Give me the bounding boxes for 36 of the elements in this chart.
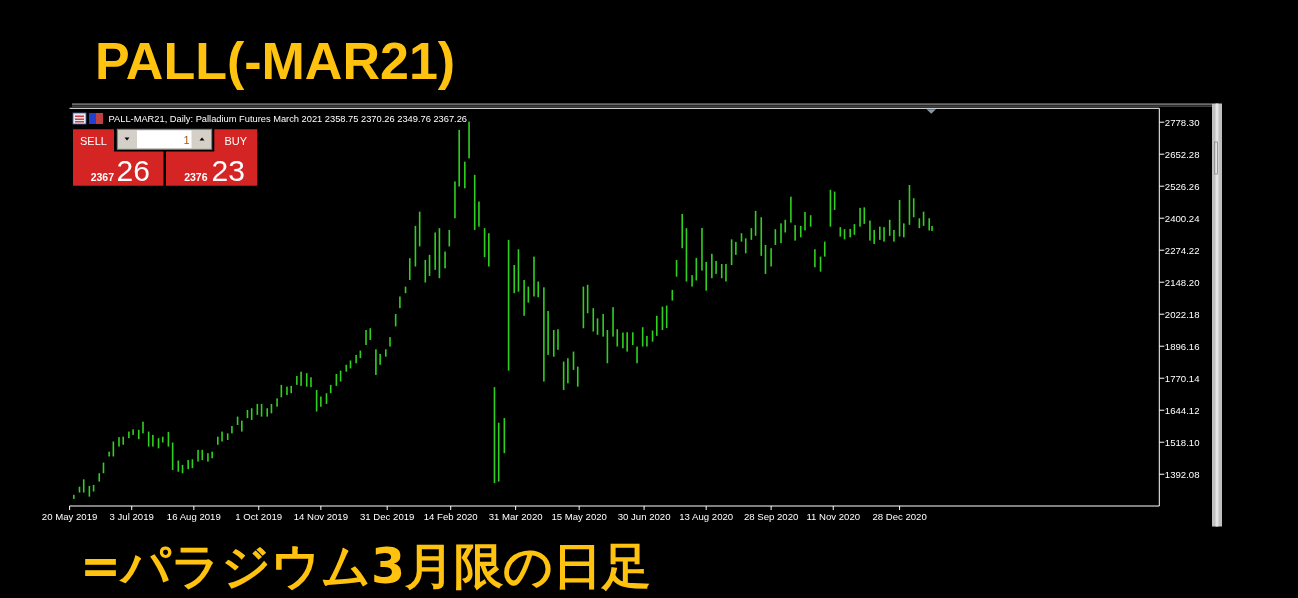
y-tick-label: 2778.30 bbox=[1164, 116, 1200, 128]
text: =パラジウム3月限の日足 bbox=[80, 538, 652, 595]
annotation: BUY bbox=[224, 134, 248, 147]
chart-title: PALL(-MAR21) bbox=[95, 32, 456, 90]
x-tick-label: 28 Dec 2020 bbox=[872, 511, 927, 522]
x-tick-label: 3 Jul 2019 bbox=[109, 511, 154, 522]
y-tick-label: 2400.24 bbox=[1164, 212, 1201, 224]
x-tick-label: 15 May 2020 bbox=[551, 511, 607, 522]
x-tick-label: 16 Aug 2019 bbox=[166, 511, 221, 522]
y-tick-label: 1392.08 bbox=[1164, 468, 1200, 480]
y-tick-label: 2526.26 bbox=[1164, 180, 1200, 192]
x-tick-label: 11 Nov 2020 bbox=[806, 511, 861, 522]
x-tick-label: 1 Oct 2019 bbox=[235, 511, 283, 522]
y-tick-label: 2652.28 bbox=[1164, 148, 1200, 160]
text: PALL-MAR21, Daily: Palladium Futures March 2021 2358.75 2370.26 2349.76 2367.26 bbox=[108, 113, 468, 124]
y-tick-label: 2274.22 bbox=[1164, 244, 1200, 256]
y-tick-label: 1518.10 bbox=[1164, 436, 1200, 448]
x-tick-label: 30 Jun 2020 bbox=[617, 511, 671, 522]
x-tick-label: 31 Mar 2020 bbox=[488, 511, 543, 522]
x-tick-label: 14 Nov 2019 bbox=[293, 511, 349, 522]
y-tick-label: 1644.12 bbox=[1164, 404, 1200, 416]
y-tick-label: 2148.20 bbox=[1164, 276, 1200, 288]
x-tick-label: 14 Feb 2020 bbox=[423, 511, 478, 522]
x-tick-label: 28 Sep 2020 bbox=[743, 511, 799, 522]
annotation: SELL bbox=[80, 134, 107, 147]
y-tick-label: 1770.14 bbox=[1164, 372, 1201, 384]
annotation: 1 bbox=[183, 133, 190, 146]
annotation: 23 bbox=[211, 153, 245, 187]
x-tick-label: 20 May 2019 bbox=[41, 511, 98, 522]
y-tick-label: 2022.18 bbox=[1164, 308, 1200, 320]
x-tick-label: 31 Dec 2019 bbox=[359, 511, 415, 522]
x-tick-label: 13 Aug 2020 bbox=[679, 511, 734, 522]
y-tick-label: 1896.16 bbox=[1164, 340, 1200, 352]
annotation: 2367 bbox=[90, 170, 115, 183]
annotation: 2376 bbox=[184, 170, 208, 183]
annotation: 26 bbox=[116, 153, 150, 187]
